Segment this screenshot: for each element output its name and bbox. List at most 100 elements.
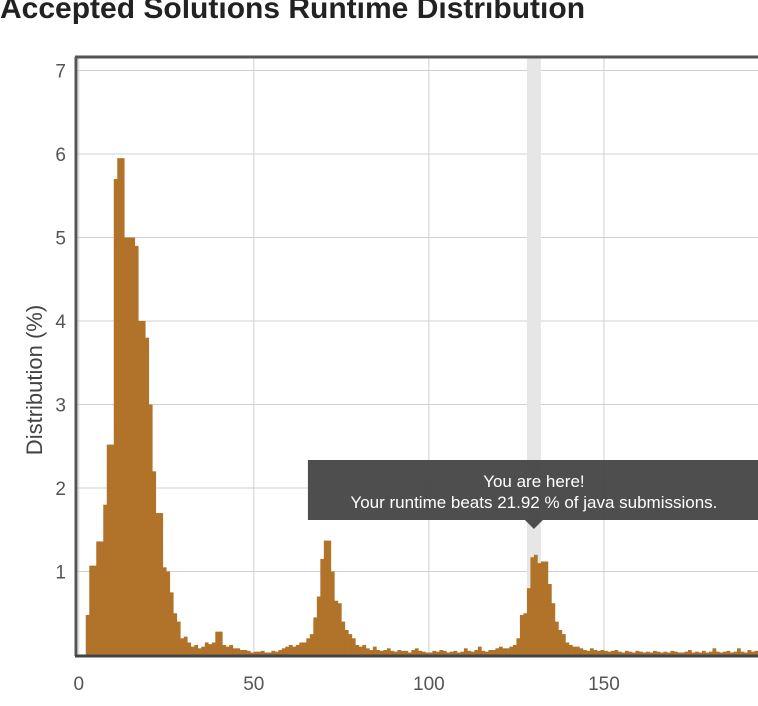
bar [295, 644, 300, 655]
bar [173, 613, 178, 655]
bar [418, 650, 423, 655]
bar [449, 651, 454, 655]
bar [145, 337, 150, 655]
bar [183, 636, 188, 655]
bar [243, 649, 248, 655]
bar [169, 592, 174, 655]
bar [666, 652, 671, 655]
bar [610, 650, 615, 655]
bar [344, 629, 349, 655]
tooltip-arrow [524, 520, 543, 529]
bar [558, 629, 563, 655]
bar [348, 634, 353, 655]
bar [733, 651, 738, 655]
y-tick-label: 1 [55, 563, 66, 584]
bar [351, 638, 356, 655]
bar [442, 650, 447, 655]
bar [204, 642, 209, 655]
bar [575, 646, 580, 655]
bar [89, 565, 94, 655]
bar [659, 652, 664, 655]
bar [509, 646, 514, 655]
bar [309, 634, 314, 655]
bar [505, 648, 510, 655]
bar [593, 649, 598, 655]
bar [194, 644, 199, 655]
bar [201, 646, 206, 655]
bar [729, 652, 734, 655]
bar [456, 652, 461, 655]
bar [85, 614, 90, 655]
bar [299, 642, 304, 655]
bar [656, 651, 661, 655]
bar [712, 648, 717, 655]
bar [215, 631, 220, 655]
bar [586, 650, 591, 655]
bar [400, 650, 405, 655]
bar [316, 596, 321, 655]
bar [320, 558, 325, 655]
bar [124, 237, 129, 655]
bar [362, 644, 367, 655]
bar [519, 614, 524, 655]
bar [372, 646, 377, 655]
bar [673, 651, 678, 655]
bar [281, 648, 286, 655]
bar [544, 561, 549, 655]
bar [267, 652, 272, 655]
y-tick-label: 2 [55, 479, 66, 500]
bar [516, 638, 521, 655]
bar [386, 648, 391, 655]
bar [589, 648, 594, 655]
bar [397, 649, 402, 655]
bar [138, 321, 143, 655]
bar [463, 648, 468, 655]
bar [369, 649, 374, 655]
bar [99, 541, 104, 655]
bar [407, 652, 412, 655]
bar [148, 404, 153, 655]
bar [271, 650, 276, 655]
bar [645, 651, 650, 655]
bar [484, 651, 489, 655]
bar [474, 649, 479, 655]
bar [726, 650, 731, 655]
bar [141, 321, 146, 655]
bar [92, 565, 97, 655]
bar [502, 648, 507, 655]
bar [152, 471, 157, 655]
bar [495, 648, 500, 655]
bar [628, 651, 633, 655]
bar [355, 644, 360, 655]
bar [533, 554, 538, 655]
bar [621, 652, 626, 655]
bar [582, 649, 587, 655]
bar [684, 651, 689, 655]
bar [435, 651, 440, 655]
bar [106, 444, 111, 655]
bar [306, 638, 311, 655]
bar [393, 651, 398, 655]
bar [467, 650, 472, 655]
bar [460, 651, 465, 655]
bar [222, 644, 227, 655]
bar [638, 651, 643, 655]
bar [547, 584, 552, 655]
bar [754, 650, 758, 655]
bar [211, 642, 216, 655]
bar [327, 540, 332, 655]
bar [180, 638, 185, 655]
bar [614, 649, 619, 655]
bar [383, 649, 388, 655]
bar [743, 652, 748, 655]
bar [470, 651, 475, 655]
tooltip-text: Your runtime beats 21.92 % of java submi… [350, 493, 717, 512]
bar [736, 648, 741, 655]
tooltip-box [307, 460, 758, 520]
bar [379, 650, 384, 655]
tooltip-title: You are here! [483, 472, 584, 491]
bar [166, 571, 171, 655]
bar [208, 644, 213, 655]
bar [561, 634, 566, 655]
